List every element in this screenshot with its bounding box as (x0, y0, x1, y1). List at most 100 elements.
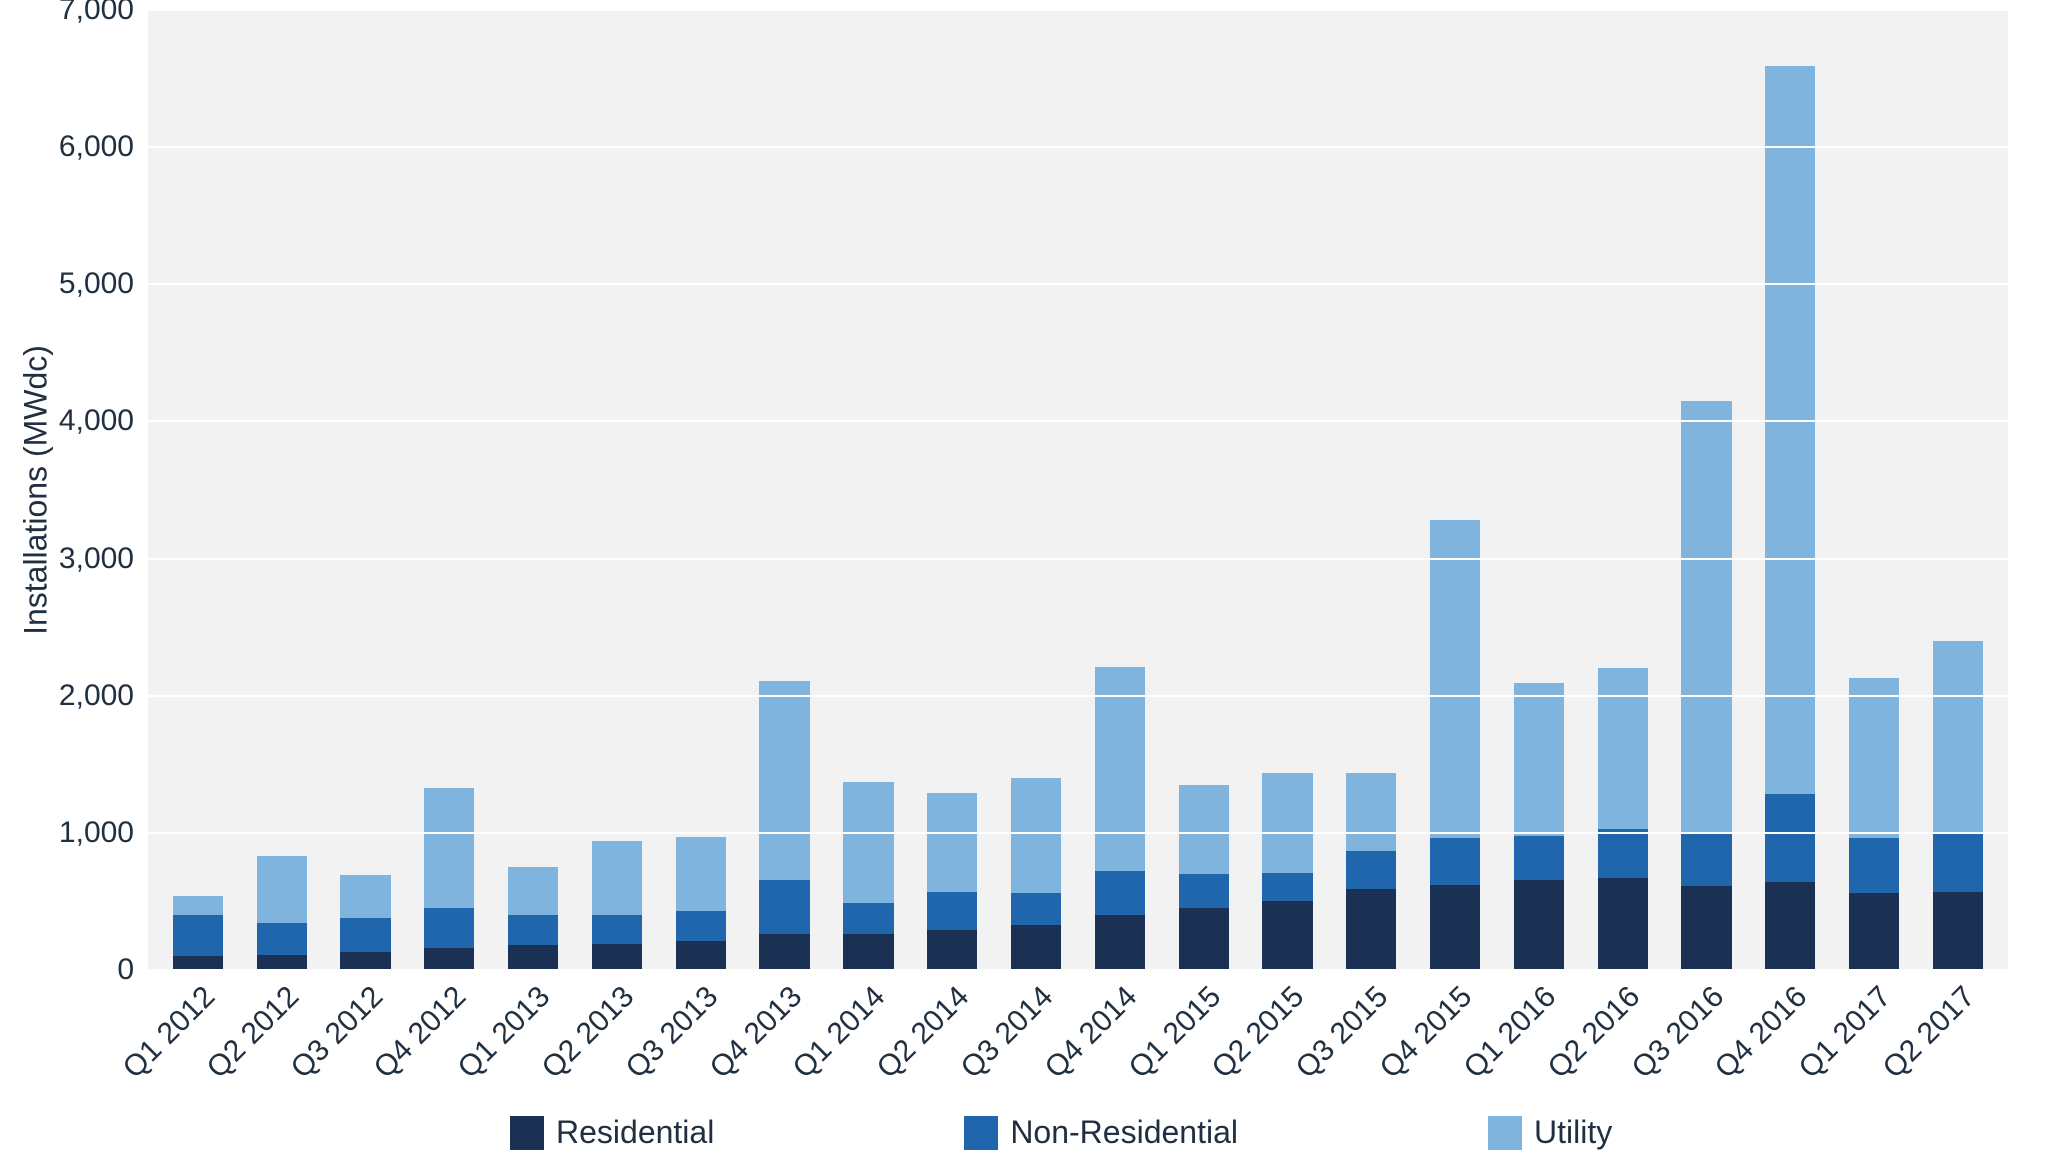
x-tick-label: Q3 2016 (1625, 980, 1730, 1085)
bar-segment-residential (1095, 915, 1145, 970)
x-tick-label: Q3 2014 (955, 980, 1060, 1085)
bar-stack (1933, 641, 1983, 970)
bar-segment-utility (1262, 773, 1312, 873)
bar-segment-utility (843, 782, 893, 903)
bar-segment-utility (1095, 667, 1145, 871)
bar-segment-residential (173, 956, 223, 970)
bar-stack (1346, 773, 1396, 970)
x-tick-label: Q1 2016 (1458, 980, 1563, 1085)
y-tick-label: 0 (117, 953, 148, 987)
bar-segment-non_residential (1430, 838, 1480, 885)
x-tick-label: Q2 2017 (1877, 980, 1982, 1085)
x-tick-label: Q4 2014 (1038, 980, 1143, 1085)
bar-segment-utility (1933, 641, 1983, 833)
x-tick-label: Q1 2013 (452, 980, 557, 1085)
bar-segment-residential (340, 952, 390, 970)
gridline (148, 695, 2008, 697)
bar-stack (676, 837, 726, 970)
bar-segment-utility (1765, 66, 1815, 794)
bar-segment-non_residential (1262, 873, 1312, 902)
bar-segment-residential (1933, 892, 1983, 970)
bar-segment-utility (1681, 401, 1731, 832)
bar-segment-residential (1849, 893, 1899, 970)
y-tick-label: 6,000 (59, 130, 148, 164)
bar-segment-non_residential (1849, 838, 1899, 893)
bar-stack (340, 875, 390, 970)
bar-stack (424, 788, 474, 970)
legend-swatch (964, 1116, 998, 1150)
legend-label: Non-Residential (1010, 1114, 1238, 1151)
bar-segment-residential (843, 934, 893, 970)
bar-segment-residential (1262, 901, 1312, 970)
bar-segment-residential (424, 948, 474, 970)
bar-slot: Q3 2012 (324, 10, 408, 970)
bar-segment-non_residential (257, 923, 307, 955)
bar-segment-non_residential (1514, 836, 1564, 880)
bar-stack (1598, 668, 1648, 970)
bar-segment-residential (1514, 880, 1564, 971)
bar-segment-utility (1598, 668, 1648, 828)
bar-slot: Q2 2014 (910, 10, 994, 970)
gridline (148, 283, 2008, 285)
bar-stack (759, 681, 809, 970)
bar-segment-utility (340, 875, 390, 918)
bar-segment-non_residential (1681, 832, 1731, 887)
bar-segment-residential (1765, 882, 1815, 970)
bar-stack (1849, 678, 1899, 970)
y-tick-label: 4,000 (59, 404, 148, 438)
bar-segment-utility (759, 681, 809, 880)
bar-stack (592, 841, 642, 970)
bar-slot: Q3 2013 (659, 10, 743, 970)
x-tick-label: Q2 2013 (536, 980, 641, 1085)
bar-stack (257, 856, 307, 970)
bar-segment-non_residential (1765, 794, 1815, 882)
x-tick-label: Q2 2014 (871, 980, 976, 1085)
bar-segment-residential (1430, 885, 1480, 970)
legend-item-residential: Residential (510, 1114, 714, 1151)
bar-segment-residential (508, 945, 558, 970)
bar-slot: Q4 2016 (1748, 10, 1832, 970)
bar-segment-non_residential (592, 915, 642, 944)
bar-slot: Q1 2017 (1832, 10, 1916, 970)
bars-row: Q1 2012Q2 2012Q3 2012Q4 2012Q1 2013Q2 20… (148, 10, 2008, 970)
x-tick-label: Q4 2012 (368, 980, 473, 1085)
x-tick-label: Q2 2015 (1206, 980, 1311, 1085)
bar-segment-non_residential (1179, 874, 1229, 908)
bar-segment-utility (1011, 778, 1061, 893)
legend-item-non_residential: Non-Residential (964, 1114, 1238, 1151)
bar-segment-residential (257, 955, 307, 970)
y-tick-label: 5,000 (59, 267, 148, 301)
bar-segment-utility (1514, 683, 1564, 835)
x-tick-label: Q3 2012 (284, 980, 389, 1085)
gridline (148, 969, 2008, 971)
bar-slot: Q3 2015 (1329, 10, 1413, 970)
legend-swatch (510, 1116, 544, 1150)
gridline (148, 558, 2008, 560)
x-tick-label: Q2 2012 (200, 980, 305, 1085)
bar-stack (1765, 66, 1815, 970)
bar-segment-utility (508, 867, 558, 915)
bar-slot: Q4 2015 (1413, 10, 1497, 970)
y-tick-label: 7,000 (59, 0, 148, 27)
bar-segment-residential (676, 941, 726, 970)
bar-slot: Q2 2012 (240, 10, 324, 970)
bar-stack (1179, 785, 1229, 970)
x-tick-label: Q1 2014 (787, 980, 892, 1085)
bar-slot: Q1 2012 (156, 10, 240, 970)
bar-stack (508, 867, 558, 970)
bar-segment-residential (759, 934, 809, 970)
bar-stack (1430, 520, 1480, 970)
bar-slot: Q1 2015 (1162, 10, 1246, 970)
x-tick-label: Q4 2016 (1709, 980, 1814, 1085)
bar-stack (1681, 401, 1731, 970)
bar-segment-non_residential (843, 903, 893, 935)
bar-segment-utility (257, 856, 307, 923)
bar-segment-non_residential (424, 908, 474, 948)
chart-container: Q1 2012Q2 2012Q3 2012Q4 2012Q1 2013Q2 20… (0, 0, 2048, 1161)
y-tick-label: 1,000 (59, 816, 148, 850)
gridline (148, 9, 2008, 11)
y-axis-title: Installations (MWdc) (18, 345, 55, 635)
y-tick-label: 2,000 (59, 679, 148, 713)
legend-label: Residential (556, 1114, 714, 1151)
gridline (148, 146, 2008, 148)
